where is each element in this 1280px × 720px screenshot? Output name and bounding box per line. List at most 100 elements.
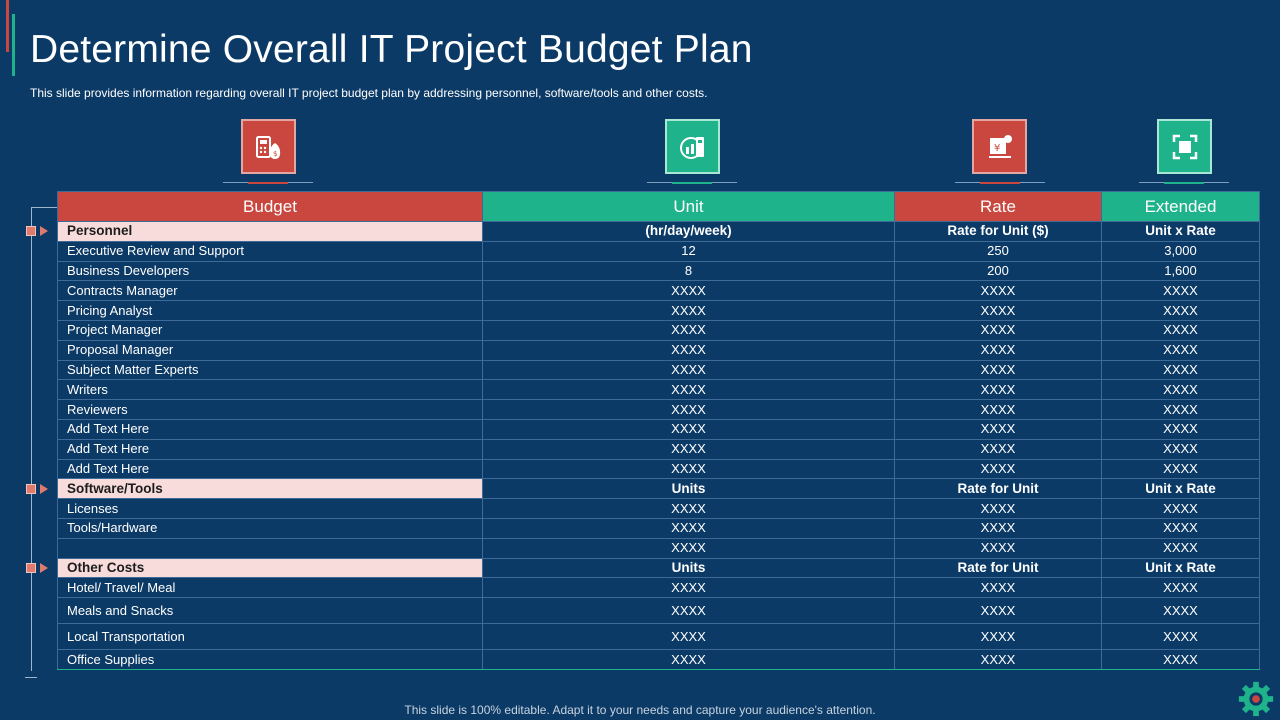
- row-label: Local Transportation: [57, 623, 483, 651]
- table-row: Proposal Manager XXXX XXXX XXXX: [57, 339, 1260, 361]
- row-unit: XXXX: [482, 458, 895, 480]
- icon-divider-accent-1: [248, 182, 288, 184]
- left-bracket-foot: [25, 677, 37, 678]
- table-row: Add Text Here XXXX XXXX XXXX: [57, 458, 1260, 480]
- table-row: Writers XXXX XXXX XXXX: [57, 379, 1260, 401]
- row-label: Contracts Manager: [57, 280, 483, 302]
- table-row: Local Transportation XXXX XXXX XXXX: [57, 623, 1260, 651]
- row-rate: XXXX: [894, 649, 1102, 670]
- rate-price-tag-icon: ¥: [972, 119, 1027, 174]
- row-unit: XXXX: [482, 379, 895, 401]
- row-unit: XXXX: [482, 319, 895, 341]
- row-unit: XXXX: [482, 300, 895, 321]
- table-row: Office Supplies XXXX XXXX XXXX: [57, 649, 1260, 670]
- row-extended: XXXX: [1101, 399, 1260, 420]
- table-row: Meals and Snacks XXXX XXXX XXXX: [57, 597, 1260, 625]
- row-label: Add Text Here: [57, 438, 483, 460]
- row-unit: XXXX: [482, 399, 895, 420]
- budget-calculator-icon: $: [241, 119, 296, 174]
- row-rate: XXXX: [894, 280, 1102, 302]
- row-label: Business Developers: [57, 260, 483, 282]
- section-row: Software/Tools Units Rate for Unit Unit x R…: [57, 478, 1260, 500]
- row-unit: XXXX: [482, 623, 895, 651]
- table-row: Subject Matter Experts XXXX XXXX XXXX: [57, 359, 1260, 381]
- table-row: Executive Review and Support 12 250 3,000: [57, 240, 1260, 262]
- row-extended: XXXX: [1101, 300, 1260, 321]
- row-label: Licenses: [57, 498, 483, 519]
- row-label: Add Text Here: [57, 418, 483, 440]
- section-marker-personnel: [26, 225, 50, 237]
- row-rate: XXXX: [894, 359, 1102, 381]
- section-extended-header: Unit x Rate: [1101, 478, 1260, 500]
- table-row: Pricing Analyst XXXX XXXX XXXX: [57, 300, 1260, 321]
- expand-frame-icon: [1157, 119, 1212, 174]
- section-extended-header: Unit x Rate: [1101, 221, 1260, 242]
- table-row: Add Text Here XXXX XXXX XXXX: [57, 418, 1260, 440]
- footer-note: This slide is 100% editable. Adapt it to…: [404, 703, 876, 717]
- table-header-row: Budget Unit Rate Extended: [57, 191, 1260, 222]
- section-marker-other: [26, 562, 50, 574]
- row-label: Subject Matter Experts: [57, 359, 483, 381]
- header-rate: Rate: [894, 191, 1102, 222]
- table-row: XXXX XXXX XXXX: [57, 537, 1260, 559]
- row-unit: XXXX: [482, 280, 895, 302]
- section-rate-header: Rate for Unit: [894, 478, 1102, 500]
- row-unit: XXXX: [482, 597, 895, 625]
- row-unit: XXXX: [482, 498, 895, 519]
- row-rate: XXXX: [894, 623, 1102, 651]
- header-extended: Extended: [1101, 191, 1260, 222]
- row-extended: XXXX: [1101, 597, 1260, 625]
- row-rate: XXXX: [894, 577, 1102, 599]
- row-unit: XXXX: [482, 339, 895, 361]
- row-extended: XXXX: [1101, 319, 1260, 341]
- row-rate: XXXX: [894, 339, 1102, 361]
- left-bracket-line: [31, 207, 32, 671]
- title-accent-bar-red: [6, 0, 9, 52]
- table-row: Reviewers XXXX XXXX XXXX: [57, 399, 1260, 420]
- icon-divider-accent-4: [1164, 182, 1204, 184]
- header-budget: Budget: [57, 191, 483, 222]
- section-unit-header: Units: [482, 557, 895, 579]
- row-label: Pricing Analyst: [57, 300, 483, 321]
- table-row: Hotel/ Travel/ Meal XXXX XXXX XXXX: [57, 577, 1260, 599]
- budget-table: Budget Unit Rate Extended Personnel (hr/d…: [57, 191, 1260, 670]
- row-extended: XXXX: [1101, 379, 1260, 401]
- row-label: Tools/Hardware: [57, 517, 483, 539]
- row-unit: XXXX: [482, 438, 895, 460]
- row-rate: XXXX: [894, 537, 1102, 559]
- row-extended: XXXX: [1101, 458, 1260, 480]
- section-rate-header: Rate for Unit ($): [894, 221, 1102, 242]
- row-extended: XXXX: [1101, 280, 1260, 302]
- header-unit: Unit: [482, 191, 895, 222]
- gear-icon: [1238, 681, 1274, 717]
- section-unit-header: Units: [482, 478, 895, 500]
- row-extended: 3,000: [1101, 240, 1260, 262]
- row-rate: XXXX: [894, 300, 1102, 321]
- row-extended: 1,600: [1101, 260, 1260, 282]
- section-extended-header: Unit x Rate: [1101, 557, 1260, 579]
- slide-subtitle: This slide provides information regardin…: [30, 86, 708, 100]
- row-rate: XXXX: [894, 438, 1102, 460]
- growth-chart-icon: [665, 119, 720, 174]
- row-label: Reviewers: [57, 399, 483, 420]
- row-label: Project Manager: [57, 319, 483, 341]
- svg-text:¥: ¥: [994, 143, 1000, 154]
- section-row: Other Costs Units Rate for Unit Unit x Rate: [57, 557, 1260, 579]
- row-unit: XXXX: [482, 517, 895, 539]
- section-title: Other Costs: [57, 557, 483, 579]
- row-label: Meals and Snacks: [57, 597, 483, 625]
- table-row: Contracts Manager XXXX XXXX XXXX: [57, 280, 1260, 302]
- row-rate: 250: [894, 240, 1102, 262]
- table-row: Add Text Here XXXX XXXX XXXX: [57, 438, 1260, 460]
- table-row: Project Manager XXXX XXXX XXXX: [57, 319, 1260, 341]
- row-extended: XXXX: [1101, 438, 1260, 460]
- row-extended: XXXX: [1101, 339, 1260, 361]
- row-unit: 12: [482, 240, 895, 262]
- row-extended: XXXX: [1101, 577, 1260, 599]
- row-label: Office Supplies: [57, 649, 483, 670]
- row-unit: 8: [482, 260, 895, 282]
- row-rate: XXXX: [894, 517, 1102, 539]
- section-unit-header: (hr/day/week): [482, 221, 895, 242]
- section-title: Software/Tools: [57, 478, 483, 500]
- row-rate: XXXX: [894, 418, 1102, 440]
